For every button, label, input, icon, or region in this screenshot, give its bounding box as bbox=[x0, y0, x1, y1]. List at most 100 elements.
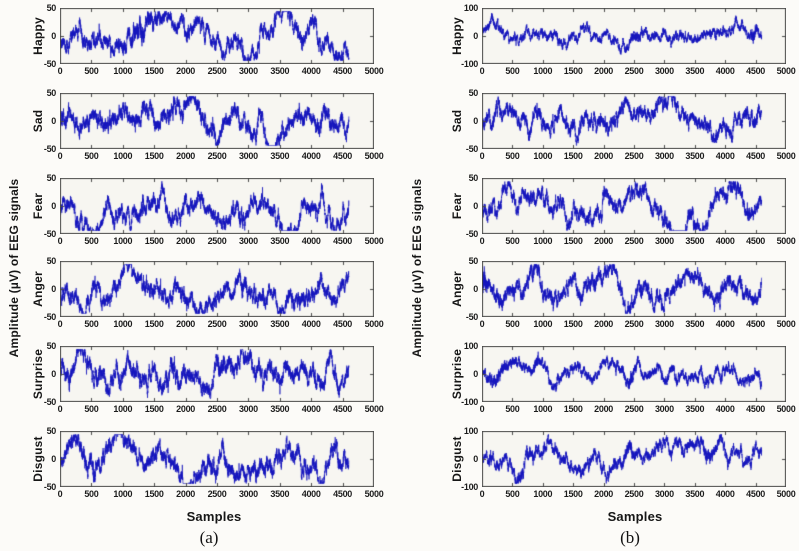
x-tick-label: 3500 bbox=[685, 66, 705, 76]
x-tick-label: 4500 bbox=[333, 489, 352, 499]
y-tick-label: 50 bbox=[46, 426, 57, 436]
y-tick-label: 0 bbox=[473, 116, 478, 126]
x-tick-label: 1500 bbox=[563, 66, 583, 76]
x-tick-label: 500 bbox=[84, 66, 99, 76]
x-tick-label: 4000 bbox=[301, 151, 321, 161]
x-tick-label: 500 bbox=[84, 236, 99, 246]
x-tick-label: 3000 bbox=[654, 404, 674, 414]
eeg-plot-surprise-b bbox=[482, 346, 786, 402]
y-tick-label: 0 bbox=[51, 201, 56, 211]
y-tick-label: 0 bbox=[51, 369, 56, 379]
x-tick-label: 2000 bbox=[594, 404, 613, 414]
eeg-plot-fear-a bbox=[60, 178, 374, 234]
x-tick-label: 1000 bbox=[113, 404, 133, 414]
x-tick-label: 2500 bbox=[207, 151, 227, 161]
y-tick-label: -50 bbox=[465, 312, 478, 322]
x-tick-label: 4000 bbox=[301, 319, 321, 329]
y-tick-label: -100 bbox=[461, 397, 478, 407]
x-tick-label: 2500 bbox=[207, 319, 227, 329]
x-tick-label: 500 bbox=[505, 489, 520, 499]
x-tick-label: 2000 bbox=[176, 489, 195, 499]
x-tick-label: 1500 bbox=[144, 319, 164, 329]
y-tick-label: 0 bbox=[51, 454, 56, 464]
x-tick-label: 1000 bbox=[533, 236, 553, 246]
x-tick-label: 3000 bbox=[238, 151, 258, 161]
x-tick-label: 2500 bbox=[207, 236, 227, 246]
y-tick-label: -100 bbox=[461, 482, 478, 492]
x-tick-label: 4500 bbox=[333, 319, 352, 329]
x-axis-label-b: Samples bbox=[607, 509, 663, 524]
x-tick-label: 2500 bbox=[207, 489, 227, 499]
x-tick-label: 4500 bbox=[333, 404, 352, 414]
x-tick-label: 1000 bbox=[533, 319, 553, 329]
x-tick-label: 1500 bbox=[144, 151, 164, 161]
x-tick-label: 3500 bbox=[270, 404, 290, 414]
eeg-plot-sad-b bbox=[482, 93, 786, 149]
x-tick-label: 2500 bbox=[624, 489, 644, 499]
x-tick-label: 2500 bbox=[624, 66, 644, 76]
y-tick-label: -50 bbox=[43, 144, 56, 154]
x-tick-label: 3000 bbox=[238, 404, 258, 414]
x-tick-label: 4500 bbox=[746, 236, 765, 246]
x-tick-label: 500 bbox=[505, 404, 520, 414]
eeg-plot-surprise-a bbox=[60, 346, 374, 402]
x-tick-label: 2500 bbox=[624, 319, 644, 329]
x-tick-label: 5000 bbox=[776, 151, 796, 161]
x-tick-label: 1000 bbox=[533, 151, 553, 161]
x-tick-label: 500 bbox=[505, 66, 520, 76]
x-tick-label: 3500 bbox=[270, 489, 290, 499]
y-tick-label: 0 bbox=[51, 284, 56, 294]
y-tick-label: 0 bbox=[51, 116, 56, 126]
x-tick-label: 2000 bbox=[594, 236, 613, 246]
eeg-plot-fear-b bbox=[482, 178, 786, 234]
y-tick-label: 50 bbox=[468, 88, 479, 98]
x-axis-label-a: Samples bbox=[186, 509, 242, 524]
x-tick-label: 4500 bbox=[746, 319, 765, 329]
x-tick-label: 1500 bbox=[144, 404, 164, 414]
x-tick-label: 4000 bbox=[301, 66, 321, 76]
eeg-plot-sad-a bbox=[60, 93, 374, 149]
x-tick-label: 4500 bbox=[746, 404, 765, 414]
x-tick-label: 5000 bbox=[364, 151, 384, 161]
x-tick-label: 5000 bbox=[364, 489, 384, 499]
y-tick-label: 100 bbox=[463, 426, 478, 436]
y-tick-label: 0 bbox=[473, 284, 478, 294]
y-tick-label: 0 bbox=[51, 31, 56, 41]
eeg-plot-disgust-a bbox=[60, 431, 374, 487]
y-tick-label: -50 bbox=[43, 59, 56, 69]
x-tick-label: 2000 bbox=[176, 319, 195, 329]
x-tick-label: 500 bbox=[84, 404, 99, 414]
y-tick-label: 50 bbox=[46, 256, 57, 266]
x-tick-label: 0 bbox=[57, 404, 63, 414]
x-tick-label: 4500 bbox=[333, 151, 352, 161]
x-tick-label: 4000 bbox=[715, 489, 735, 499]
x-tick-label: 4500 bbox=[746, 151, 765, 161]
x-tick-label: 0 bbox=[57, 66, 63, 76]
x-tick-label: 2500 bbox=[624, 404, 644, 414]
x-tick-label: 3000 bbox=[654, 489, 674, 499]
y-tick-label: 0 bbox=[473, 369, 478, 379]
x-tick-label: 5000 bbox=[364, 66, 384, 76]
x-tick-label: 500 bbox=[84, 151, 99, 161]
x-tick-label: 2500 bbox=[207, 404, 227, 414]
x-tick-label: 0 bbox=[57, 489, 63, 499]
y-tick-label: 100 bbox=[463, 341, 478, 351]
x-tick-label: 500 bbox=[505, 236, 520, 246]
x-tick-label: 1500 bbox=[563, 319, 583, 329]
x-tick-label: 3000 bbox=[238, 319, 258, 329]
x-tick-label: 2000 bbox=[176, 404, 195, 414]
x-tick-label: 2000 bbox=[176, 151, 195, 161]
y-tick-label: 0 bbox=[473, 31, 478, 41]
x-tick-label: 1500 bbox=[563, 236, 583, 246]
x-tick-label: 3500 bbox=[685, 489, 705, 499]
x-tick-label: 5000 bbox=[776, 236, 796, 246]
y-tick-label: 50 bbox=[46, 3, 57, 13]
x-tick-label: 2500 bbox=[624, 151, 644, 161]
y-tick-label: -50 bbox=[43, 397, 56, 407]
x-tick-label: 0 bbox=[479, 151, 485, 161]
x-tick-label: 3000 bbox=[654, 151, 674, 161]
x-tick-label: 500 bbox=[84, 319, 99, 329]
